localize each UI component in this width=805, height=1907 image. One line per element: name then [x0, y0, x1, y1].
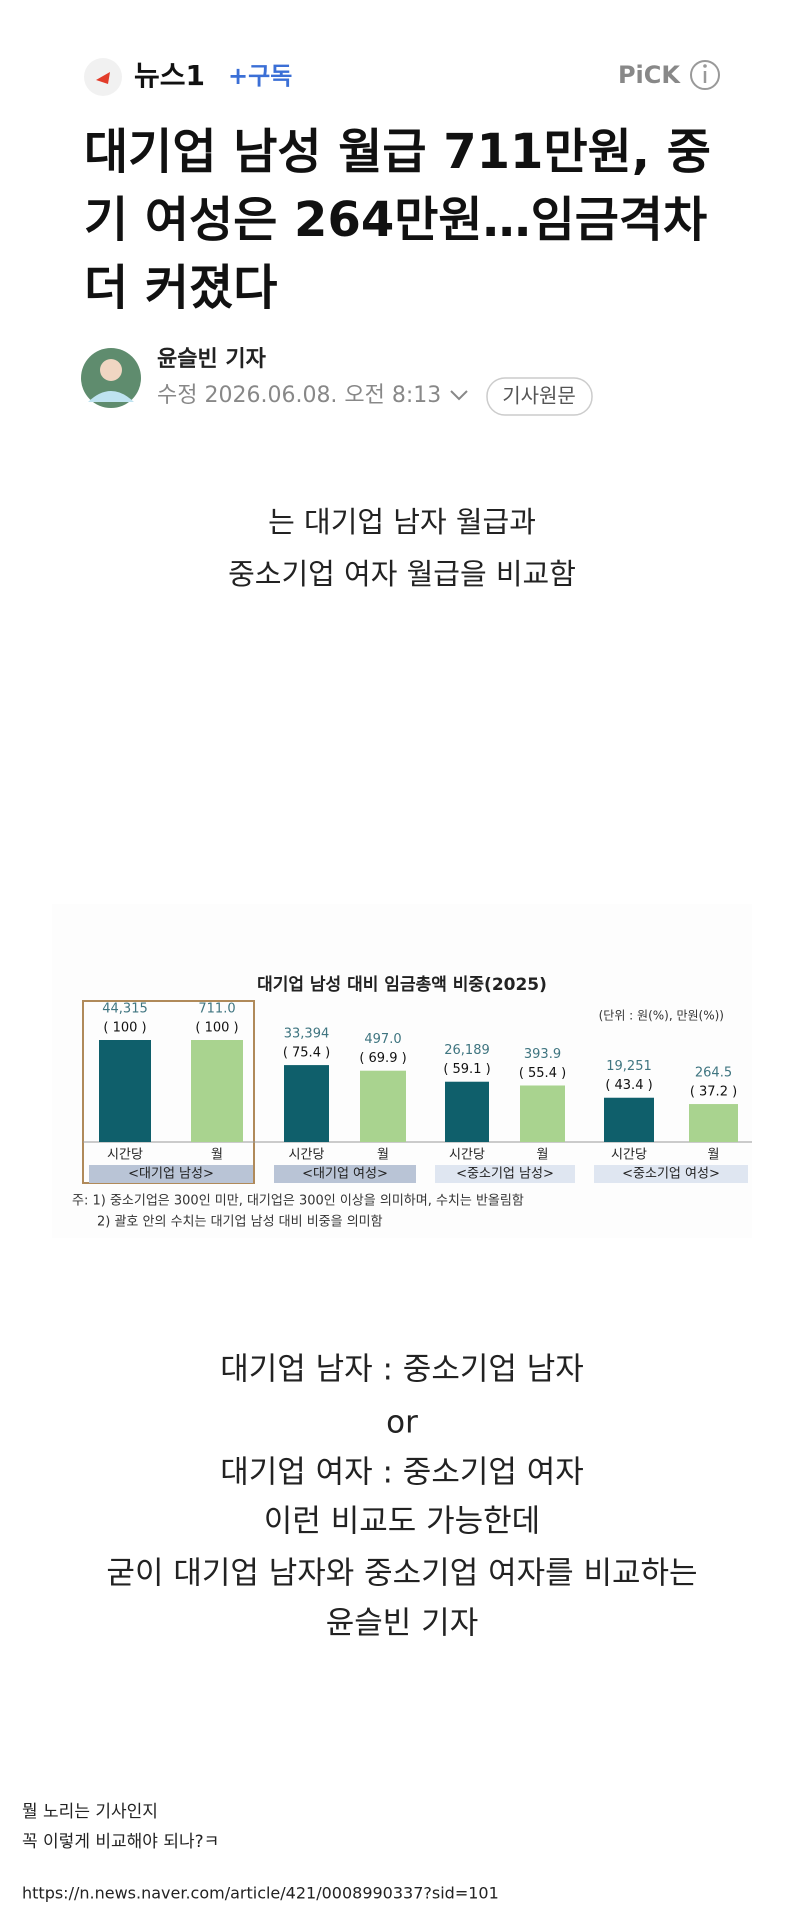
amount-label: 44,315 — [102, 1002, 148, 1017]
headline-line: 대기업 남성 월급 711만원, 중 — [84, 124, 711, 180]
chart-note: 주: 1) 중소기업은 300인 미만, 대기업은 300인 이상을 의미하며,… — [72, 1194, 524, 1209]
bar — [191, 1040, 243, 1142]
ratio-label: ( 55.4 ) — [519, 1066, 566, 1081]
chart-marks: <대기업 남성> ( 100 ) 44,315 시간당 ( 100 ) 711.0 월 <대기… — [89, 1002, 748, 1183]
amount-label: 264.5 — [695, 1066, 732, 1081]
group-label-box — [435, 1165, 575, 1183]
category-label: 월 — [708, 1148, 720, 1163]
source-url[interactable]: https://n.news.naver.com/article/421/000… — [22, 1884, 499, 1903]
subscribe-button[interactable]: +구독 — [228, 62, 292, 90]
group-label-box — [274, 1165, 416, 1183]
bar — [445, 1081, 489, 1142]
headline-line: 기 여성은 264만원…임금격차 — [84, 192, 707, 248]
group-label: <대기업 여성> — [302, 1167, 388, 1182]
chart-title: 대기업 남성 대비 임금총액 비중(2025) — [257, 974, 547, 995]
ratio-label: ( 100 ) — [195, 1021, 238, 1036]
ratio-label: ( 75.4 ) — [283, 1046, 330, 1061]
category-label: 시간당 — [107, 1148, 143, 1163]
group-label-box — [89, 1165, 253, 1183]
group-label: <중소기업 남성> — [456, 1167, 554, 1182]
brand-logo-mark — [96, 72, 110, 84]
amount-label: 393.9 — [524, 1047, 561, 1062]
intro-line: 중소기업 여자 월급을 비교함 — [228, 557, 576, 591]
amount-label: 497.0 — [364, 1032, 401, 1047]
pick-badge: PiCK — [618, 61, 681, 89]
brand-name: 뉴스1 — [134, 59, 205, 92]
body-line: 윤슬빈 기자 — [326, 1606, 478, 1642]
comment-line: 꼭 이렇게 비교해야 되나?ㅋ — [22, 1832, 219, 1852]
category-label: 월 — [211, 1148, 223, 1163]
original-button[interactable]: 기사원문 — [502, 384, 576, 408]
bar — [689, 1104, 738, 1142]
amount-label: 19,251 — [606, 1059, 652, 1074]
bar — [99, 1040, 151, 1142]
bar — [284, 1065, 329, 1142]
bar — [604, 1097, 654, 1142]
category-label: 월 — [537, 1148, 549, 1163]
group-label: <중소기업 여성> — [622, 1167, 720, 1182]
article-date: 수정 2026.06.08. 오전 8:13 — [157, 383, 441, 408]
amount-label: 33,394 — [284, 1027, 330, 1042]
bar — [520, 1085, 565, 1142]
ratio-label: ( 43.4 ) — [605, 1078, 652, 1093]
original-button-box[interactable] — [486, 377, 593, 416]
category-label: 시간당 — [611, 1148, 647, 1163]
author-avatar-face — [100, 359, 122, 381]
group-label: <대기업 남성> — [128, 1167, 214, 1182]
comment-line: 뭘 노리는 기사인지 — [22, 1802, 158, 1822]
author-name: 윤슬빈 기자 — [157, 347, 267, 372]
info-icon[interactable] — [690, 60, 720, 90]
body-line: 대기업 남자 : 중소기업 남자 — [220, 1352, 584, 1388]
amount-label: 26,189 — [444, 1043, 490, 1058]
chart-unit: (단위 : 원(%), 만원(%)) — [599, 1009, 724, 1023]
chart-note: 2) 괄호 안의 수치는 대기업 남성 대비 비중을 의미함 — [97, 1215, 383, 1230]
bar — [360, 1070, 406, 1142]
category-label: 시간당 — [449, 1148, 485, 1163]
body-line: 대기업 여자 : 중소기업 여자 — [220, 1455, 584, 1491]
info-icon-dot — [703, 64, 707, 68]
date-chevron[interactable] — [450, 390, 468, 401]
ratio-label: ( 59.1 ) — [443, 1062, 490, 1077]
amount-label: 711.0 — [198, 1002, 235, 1017]
ratio-label: ( 100 ) — [103, 1021, 146, 1036]
group-label-box — [594, 1165, 748, 1183]
body-line: or — [386, 1405, 418, 1441]
body-line: 굳이 대기업 남자와 중소기업 여자를 비교하는 — [106, 1556, 697, 1592]
headline-line: 더 커졌다 — [84, 260, 277, 316]
ratio-label: ( 37.2 ) — [690, 1085, 737, 1100]
body-line: 이런 비교도 가능한데 — [264, 1504, 540, 1540]
author-avatar-body — [88, 391, 134, 402]
intro-line: 는 대기업 남자 월급과 — [268, 505, 536, 539]
category-label: 월 — [377, 1148, 389, 1163]
category-label: 시간당 — [289, 1148, 325, 1163]
ratio-label: ( 69.9 ) — [359, 1051, 406, 1066]
